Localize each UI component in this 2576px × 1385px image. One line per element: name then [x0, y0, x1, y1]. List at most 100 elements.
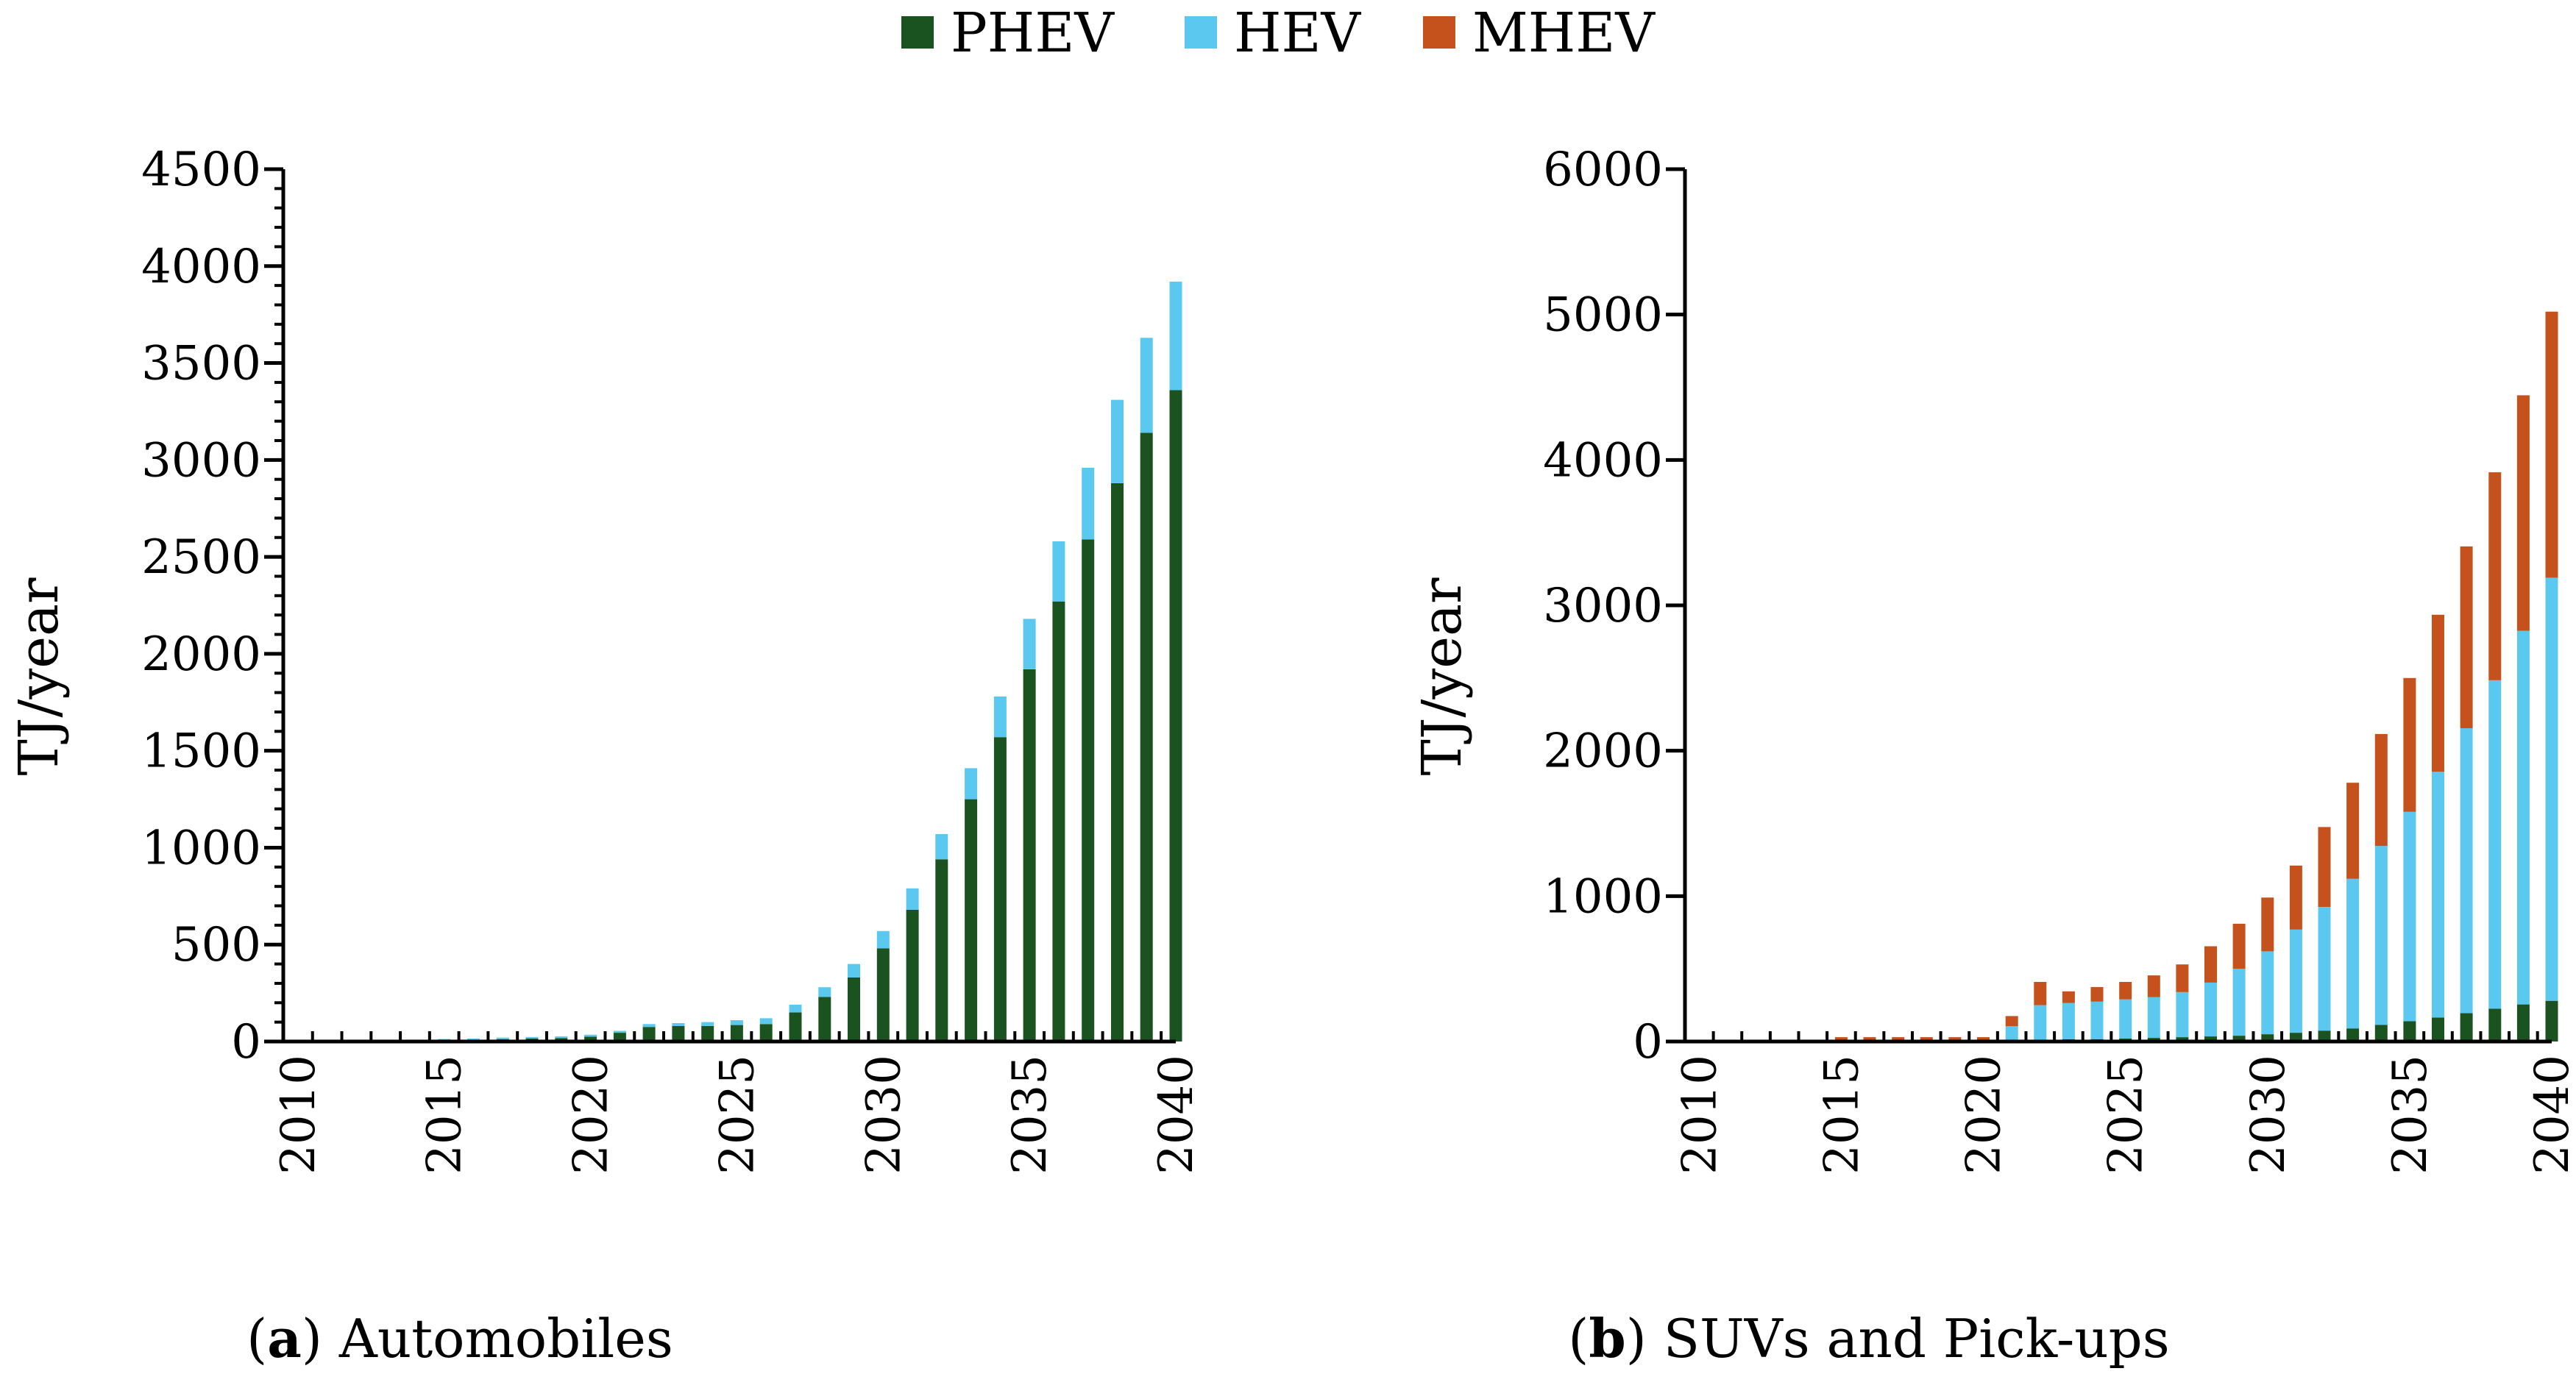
bar-hev-2015 [438, 1039, 451, 1040]
bar-phev-2031 [2289, 1033, 2302, 1042]
bar-hev-2025 [730, 1020, 743, 1025]
bar-phev-2037 [1082, 539, 1095, 1042]
bar-hev-2034 [2374, 846, 2388, 1025]
bar-hev-2017 [496, 1037, 509, 1039]
bar-mhev-2020 [1977, 1037, 1990, 1042]
y-tick-label: 0 [231, 1015, 261, 1069]
x-tick-label: 2010 [1672, 1055, 1727, 1175]
y-tick-label: 4000 [1543, 433, 1663, 488]
bar-phev-2036 [2432, 1017, 2444, 1042]
bar-phev-2029 [2232, 1036, 2246, 1042]
x-tick-label: 2035 [2383, 1055, 2438, 1175]
caption-suvs-pickups: (b) SUVs and Pick-ups [1568, 1307, 2169, 1370]
x-tick-label: 2010 [272, 1055, 326, 1175]
x-tick-label: 2025 [710, 1055, 764, 1175]
bar-hev-2031 [906, 888, 919, 910]
x-tick-label: 2025 [2099, 1055, 2154, 1175]
bar-hev-2021 [613, 1030, 626, 1033]
bar-phev-2033 [2346, 1028, 2360, 1042]
bar-mhev-2040 [2545, 311, 2558, 578]
bar-hev-2038 [2488, 680, 2502, 1009]
chart-panel-automobiles: 0 500 1000 1500 2000 2500 3000 3500 4000 4500 2010… [7, 143, 1204, 1175]
bar-hev-2037 [2460, 728, 2473, 1014]
legend-swatch-phev [901, 16, 934, 49]
bar-phev-2020 [584, 1036, 597, 1042]
bar-phev-2028 [2204, 1036, 2217, 1042]
x-tick-label: 2020 [1957, 1055, 2012, 1175]
bar-mhev-2026 [2147, 975, 2160, 997]
bar-phev-2037 [2460, 1013, 2473, 1042]
x-tick-label: 2030 [2241, 1055, 2296, 1175]
bar-hev-2027 [2176, 991, 2189, 1038]
bar-hev-2024 [701, 1022, 714, 1026]
y-tick-label: 4000 [141, 240, 261, 294]
y-tick-label: 4500 [141, 143, 261, 197]
legend: PHEV HEV MHEV [901, 1, 1656, 65]
bar-hev-2019 [555, 1036, 568, 1039]
axes-suvs-pickups: 0 1000 2000 3000 4000 5000 6000 2010 2015 2020 202… [1543, 143, 2576, 1175]
legend-label-phev: PHEV [951, 1, 1115, 65]
bar-mhev-2015 [1834, 1037, 1848, 1042]
y-tick-label: 5000 [1543, 288, 1663, 343]
bar-phev-2023 [672, 1025, 685, 1042]
y-tick-label: 3000 [141, 433, 261, 488]
caption-automobiles: (a) Automobiles [246, 1307, 673, 1370]
bar-phev-2039 [1140, 432, 1153, 1042]
bar-mhev-2023 [2062, 991, 2075, 1003]
bar-mhev-2036 [2432, 614, 2444, 772]
bar-phev-2036 [1052, 601, 1065, 1042]
bar-phev-2034 [2374, 1025, 2388, 1042]
bar-phev-2040 [2545, 1000, 2558, 1042]
bar-hev-2040 [2545, 577, 2558, 1001]
y-tick-label: 1500 [141, 724, 261, 779]
bar-mhev-2037 [2460, 546, 2473, 728]
bar-mhev-2027 [2176, 964, 2189, 992]
bar-mhev-2016 [1863, 1037, 1876, 1042]
bar-phev-2031 [906, 909, 919, 1042]
bar-hev-2022 [2034, 1005, 2047, 1040]
y-tick-label: 2500 [141, 530, 261, 585]
bar-hev-2023 [2062, 1003, 2075, 1039]
bar-phev-2035 [1023, 669, 1036, 1042]
bar-phev-2035 [2403, 1021, 2416, 1042]
y-tick-label: 1000 [141, 821, 261, 875]
y-tick-label: 0 [1633, 1015, 1663, 1069]
bar-hev-2026 [759, 1018, 773, 1025]
y-tick-label: 3000 [1543, 579, 1663, 633]
bar-phev-2024 [701, 1025, 714, 1042]
legend-label-hev: HEV [1234, 1, 1362, 65]
bar-phev-2040 [1169, 390, 1182, 1042]
bar-hev-2023 [672, 1023, 685, 1026]
y-axis-title-automobiles: TJ/year [7, 577, 71, 776]
bar-hev-2039 [2516, 630, 2530, 1005]
bar-phev-2026 [759, 1024, 773, 1042]
bar-phev-2039 [2516, 1004, 2530, 1042]
x-tick-label: 2015 [418, 1055, 472, 1175]
bars-automobiles [291, 281, 1182, 1042]
bar-hev-2036 [1052, 541, 1065, 602]
bar-mhev-2021 [2005, 1016, 2018, 1027]
bar-mhev-2038 [2488, 472, 2502, 680]
bar-hev-2033 [965, 768, 978, 800]
bar-phev-2027 [2176, 1037, 2189, 1042]
y-tick-label: 2000 [141, 627, 261, 682]
bar-hev-2029 [2232, 969, 2246, 1036]
bar-mhev-2032 [2318, 827, 2331, 908]
legend-swatch-mhev [1423, 16, 1455, 49]
bar-mhev-2034 [2374, 733, 2388, 847]
bar-phev-2030 [2261, 1034, 2274, 1042]
y-tick-label: 500 [171, 918, 261, 972]
y-tick-label: 2000 [1543, 724, 1663, 779]
axes-automobiles: 0 500 1000 1500 2000 2500 3000 3500 4000 4500 2010… [141, 143, 1204, 1175]
bar-hev-2035 [2403, 811, 2416, 1022]
y-tick-label: 6000 [1543, 143, 1663, 197]
bar-mhev-2028 [2204, 946, 2217, 983]
bar-mhev-2033 [2346, 783, 2360, 879]
bar-hev-2035 [1023, 619, 1036, 669]
bar-hev-2018 [525, 1036, 539, 1039]
bar-mhev-2030 [2261, 897, 2274, 952]
x-tick-label: 2030 [856, 1055, 911, 1175]
bar-mhev-2031 [2289, 865, 2302, 930]
legend-label-mhev: MHEV [1472, 1, 1656, 65]
